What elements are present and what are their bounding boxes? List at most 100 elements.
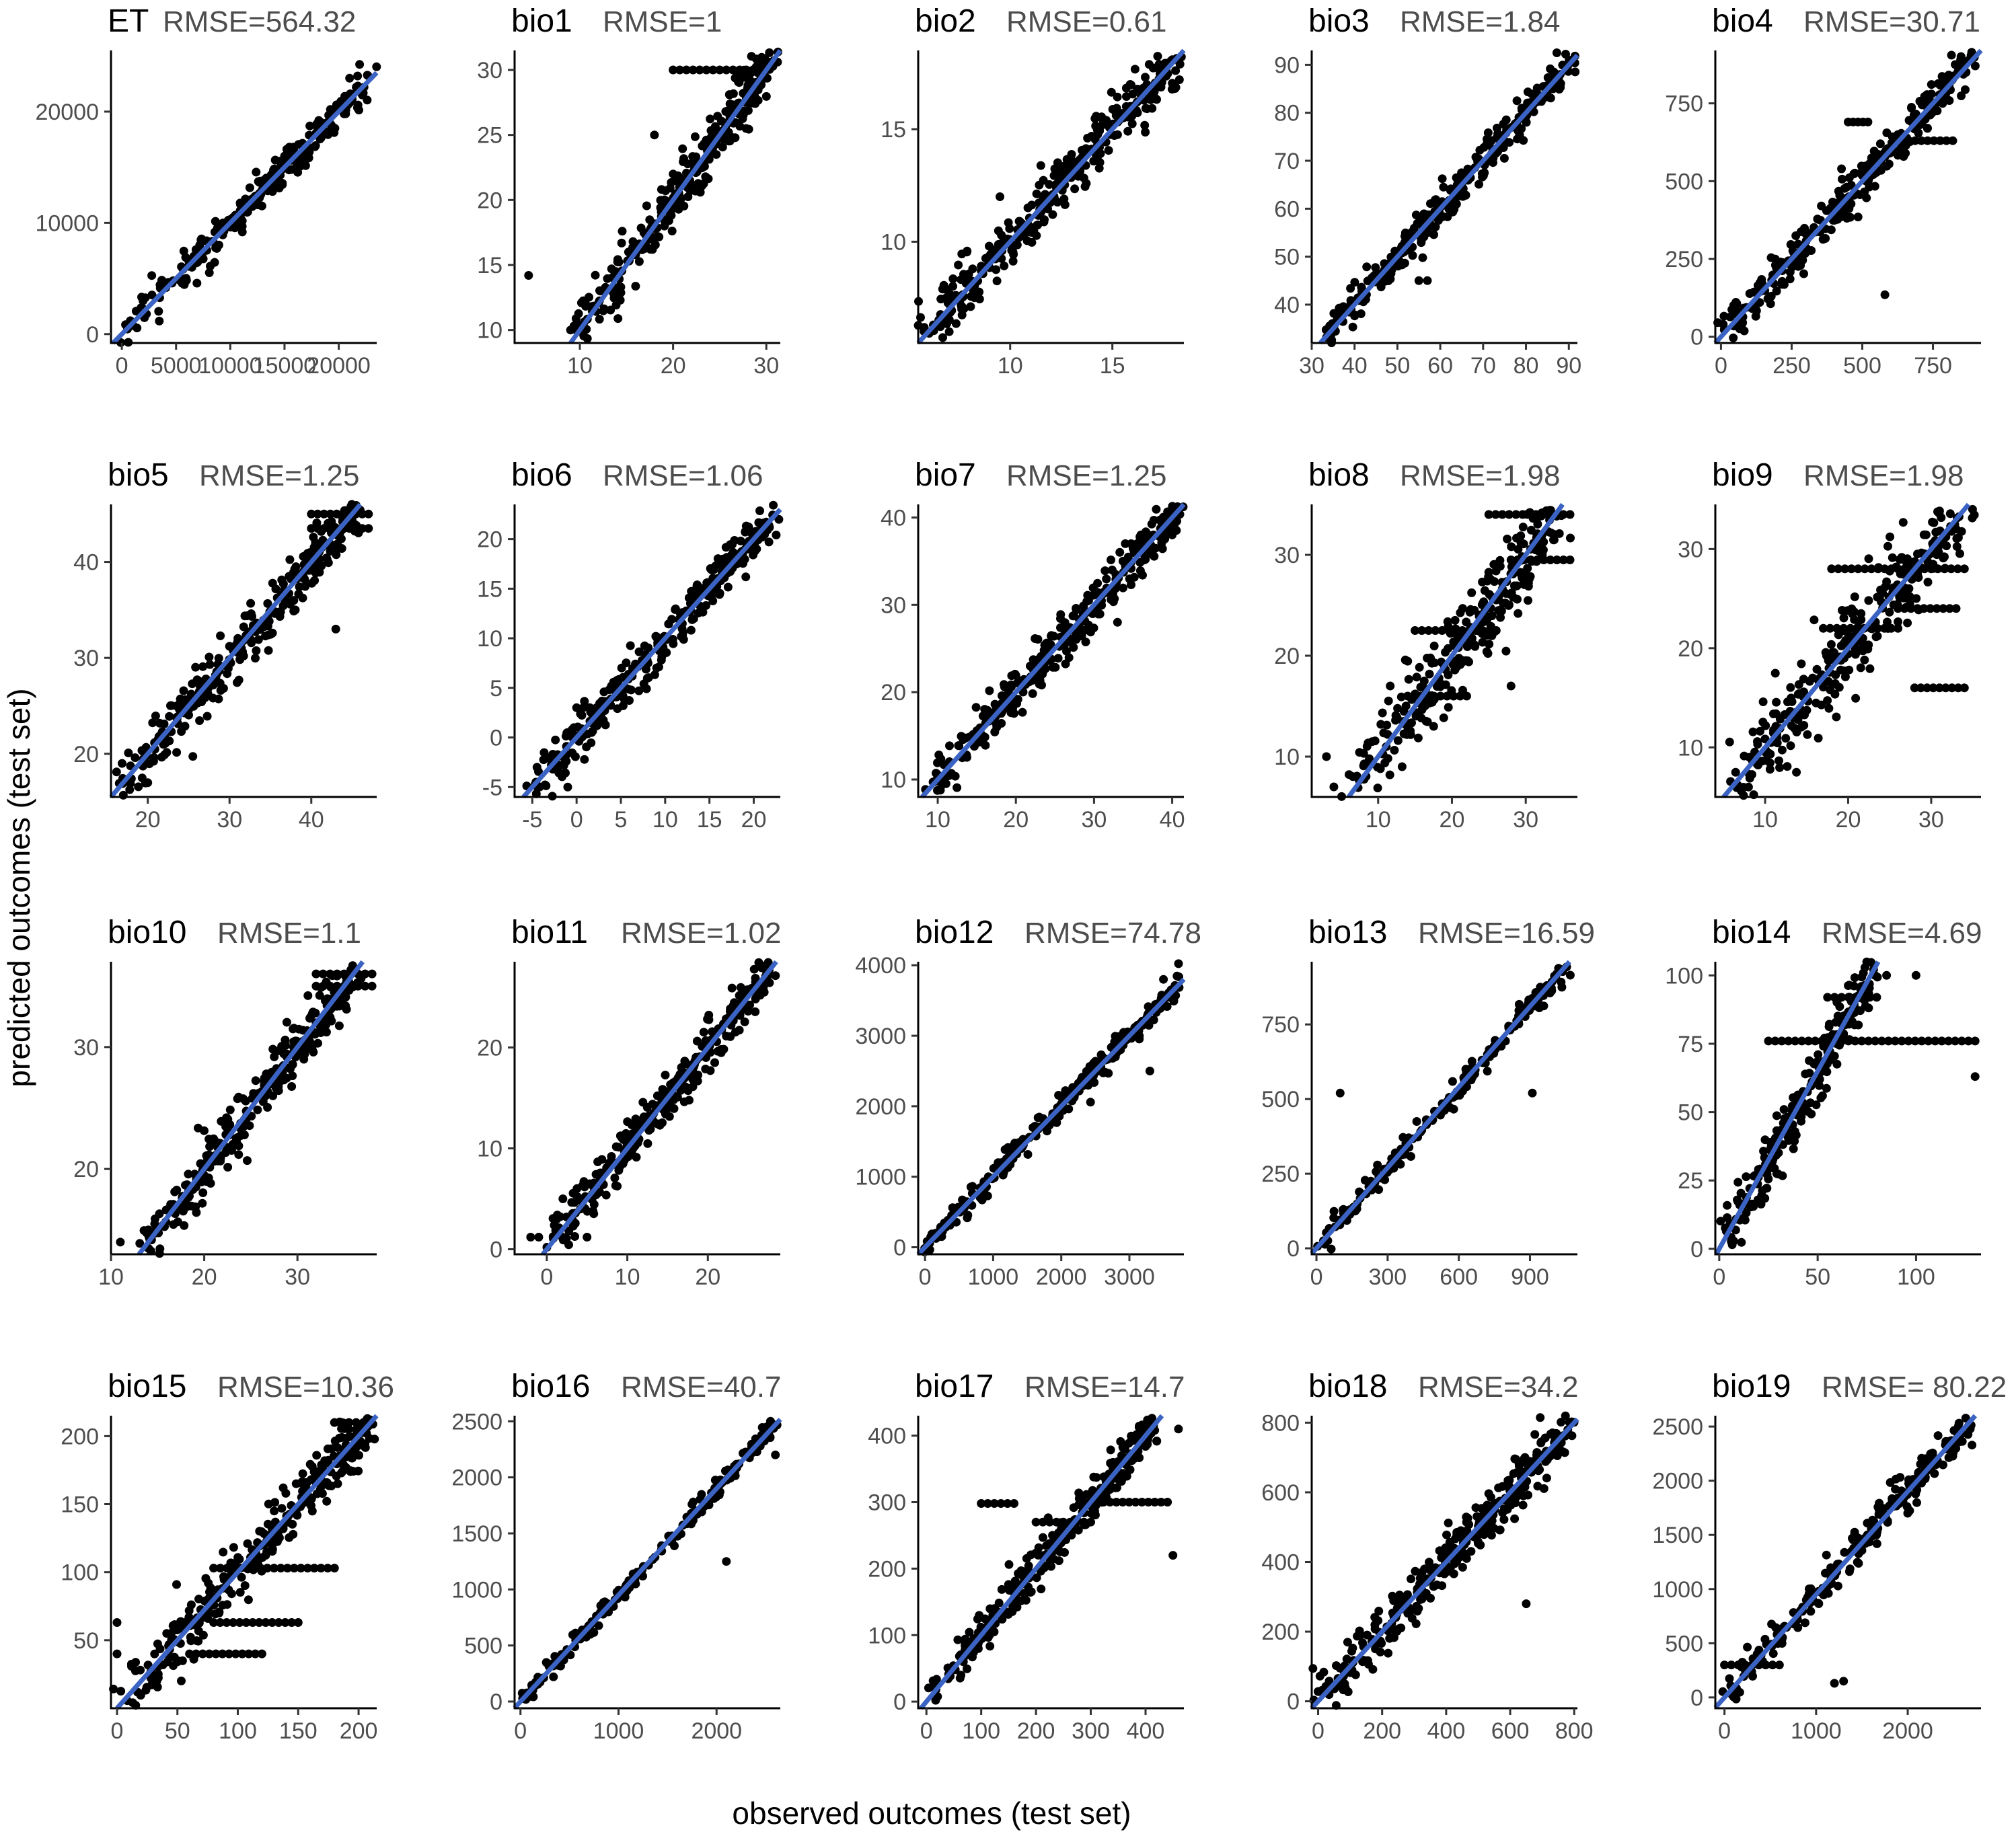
y-tick-label: 40 <box>1274 293 1300 318</box>
x-tick-label: 30 <box>1513 807 1538 833</box>
data-point <box>611 301 621 310</box>
data-point <box>1753 737 1762 747</box>
data-point <box>252 167 261 177</box>
data-point <box>1964 1036 1973 1046</box>
data-point <box>278 579 288 588</box>
data-point <box>1411 211 1421 220</box>
data-point <box>934 751 944 759</box>
data-point <box>1939 554 1948 563</box>
data-point <box>1130 65 1140 74</box>
x-tick-label: 900 <box>1511 1264 1549 1290</box>
data-point <box>1378 708 1387 718</box>
y-tick-label: 20 <box>881 680 906 705</box>
data-point <box>1559 556 1568 564</box>
data-point <box>1379 728 1388 738</box>
rmse-label: RMSE=1 <box>603 5 722 38</box>
data-point <box>1837 993 1846 1002</box>
data-point <box>724 90 734 100</box>
data-point <box>1494 606 1503 615</box>
data-point <box>642 201 651 211</box>
data-point <box>1127 119 1137 128</box>
data-point <box>1861 161 1870 171</box>
data-point <box>1085 623 1094 633</box>
outlier-point <box>1423 276 1432 285</box>
data-point <box>975 287 984 297</box>
data-point <box>1032 189 1041 198</box>
data-point <box>1778 1171 1787 1180</box>
data-point <box>1090 114 1100 123</box>
data-point <box>198 1188 208 1197</box>
data-point <box>1824 703 1834 713</box>
data-point <box>1944 1036 1953 1046</box>
data-point <box>1007 682 1016 691</box>
data-point <box>237 1572 246 1582</box>
rmse-label: RMSE=564.32 <box>163 5 356 38</box>
data-point <box>1827 564 1836 574</box>
data-point <box>1475 145 1485 155</box>
data-point <box>751 974 760 983</box>
data-point <box>1826 623 1835 633</box>
data-point <box>1053 654 1063 663</box>
data-point <box>1107 87 1116 97</box>
data-point <box>149 753 159 762</box>
data-point <box>1081 638 1090 646</box>
data-point <box>1061 161 1070 170</box>
data-point <box>1525 510 1534 519</box>
x-tick-label: 90 <box>1556 353 1581 379</box>
data-point <box>971 703 981 712</box>
data-point <box>1421 716 1431 726</box>
data-point <box>1764 1036 1773 1046</box>
data-point <box>618 227 627 236</box>
data-point <box>699 179 708 188</box>
data-point <box>1153 52 1162 61</box>
data-point <box>1478 626 1487 635</box>
data-point <box>1923 578 1933 586</box>
data-point <box>994 226 1003 235</box>
data-point <box>1512 96 1522 106</box>
data-point <box>1168 530 1177 539</box>
y-tick-label: 0 <box>893 1235 906 1261</box>
data-point <box>1758 718 1768 727</box>
data-point <box>1775 756 1783 765</box>
data-point <box>1787 697 1797 706</box>
data-point <box>1484 510 1493 519</box>
data-point <box>639 679 648 689</box>
data-point <box>1546 73 1555 82</box>
data-point <box>316 133 326 143</box>
data-point <box>1485 626 1494 635</box>
y-tick-label: 30 <box>477 58 502 83</box>
data-point <box>1549 535 1558 545</box>
data-point <box>1840 672 1850 681</box>
data-point <box>300 1050 309 1059</box>
data-point <box>553 1211 562 1220</box>
panel-title: bio3 <box>1308 3 1370 39</box>
data-point <box>1834 186 1843 196</box>
data-point <box>1142 530 1152 539</box>
x-tick-label: 10 <box>1366 807 1391 833</box>
y-tick-label: 50 <box>1274 245 1300 270</box>
data-point <box>597 1155 607 1164</box>
scatter-points <box>1725 504 1979 800</box>
data-point <box>1819 623 1828 633</box>
y-tick-label: 0 <box>86 322 99 348</box>
data-point <box>154 307 163 316</box>
data-point <box>1904 584 1914 593</box>
data-point <box>1458 192 1468 201</box>
data-point <box>1051 662 1060 672</box>
data-point <box>233 219 242 228</box>
data-point <box>1565 556 1575 564</box>
data-point <box>599 306 608 315</box>
data-point <box>239 651 248 660</box>
data-point <box>1816 1094 1826 1102</box>
data-point <box>1097 601 1107 610</box>
data-point <box>1365 754 1374 763</box>
fit-line <box>920 502 1186 799</box>
data-point <box>216 631 225 640</box>
data-point <box>1518 510 1528 519</box>
data-point <box>309 543 319 552</box>
data-point <box>320 509 329 519</box>
data-point <box>1860 963 1869 972</box>
data-point <box>1086 591 1095 601</box>
